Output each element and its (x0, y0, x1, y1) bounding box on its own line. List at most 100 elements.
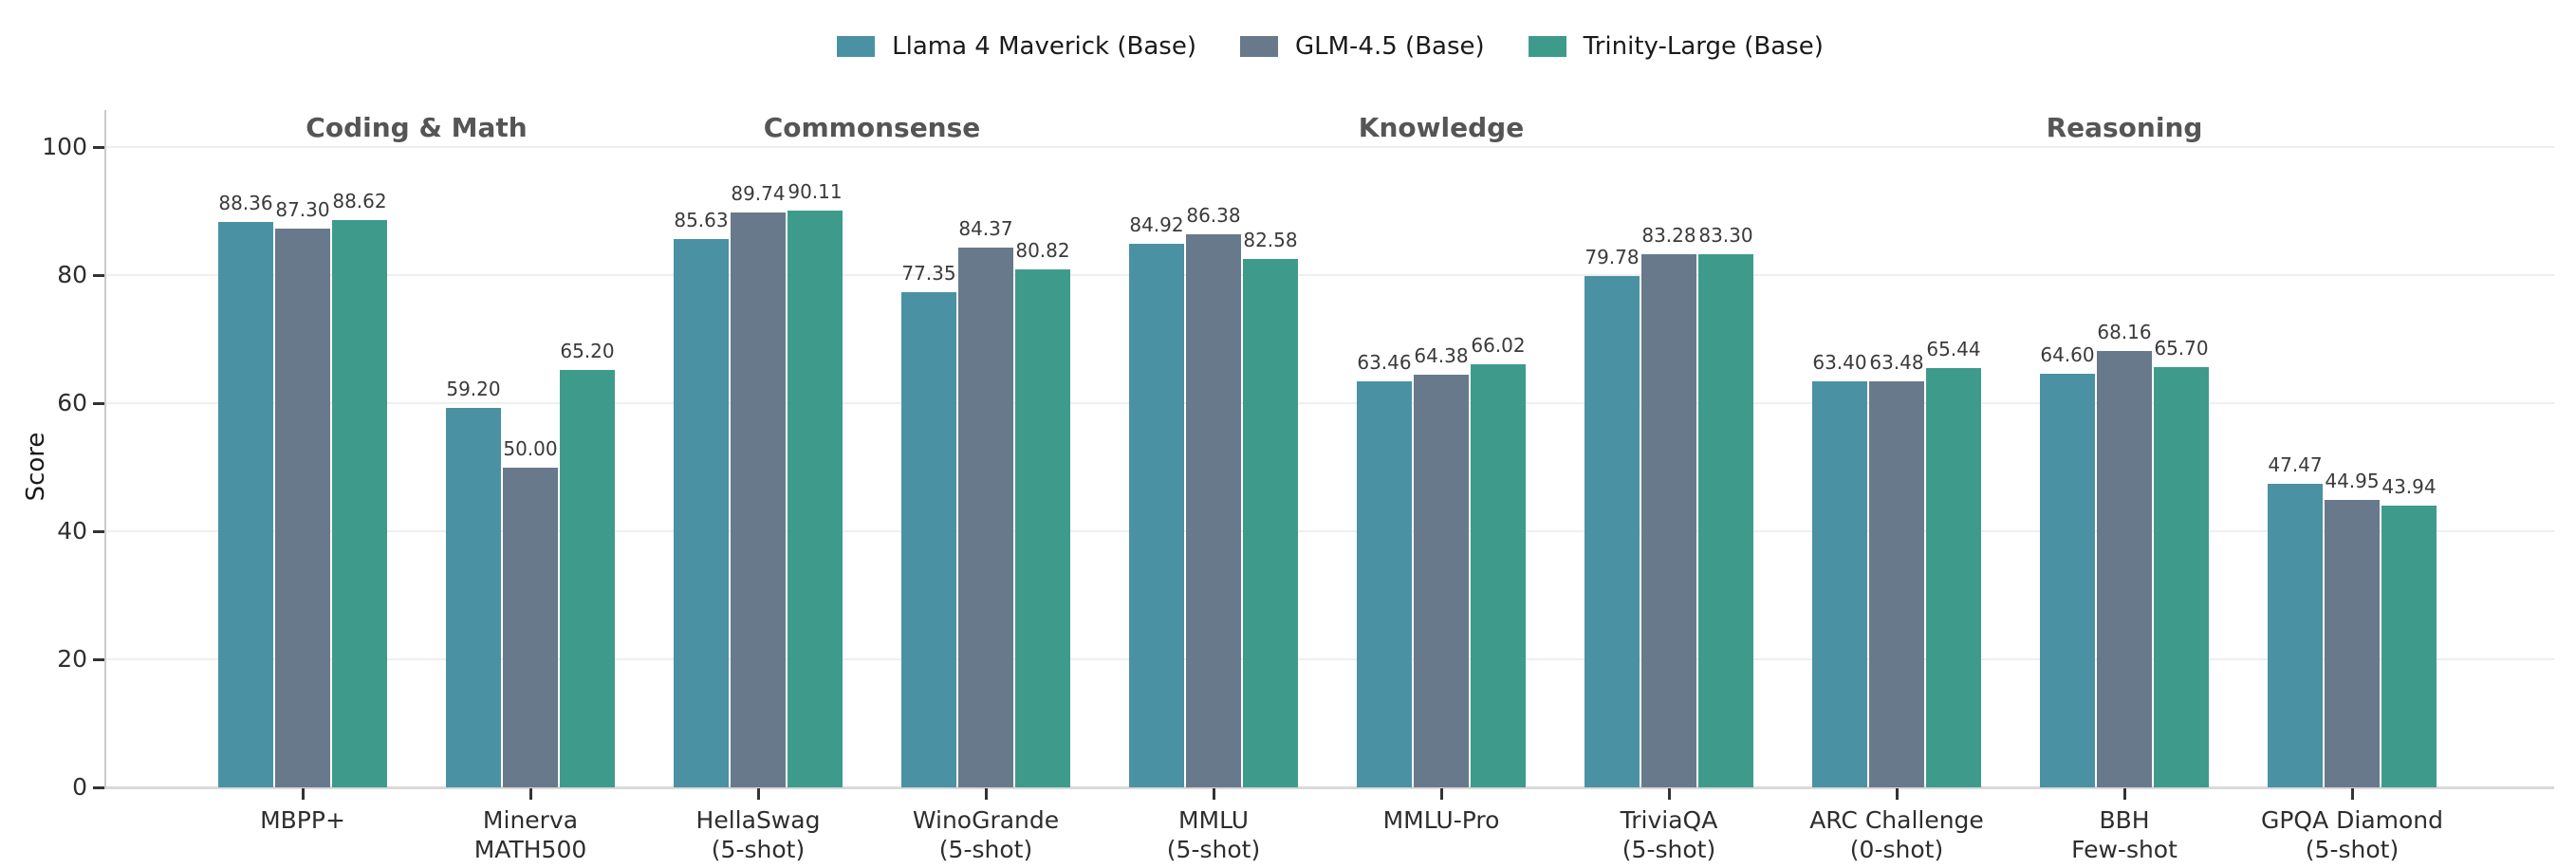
x-tick-label-line: (0-shot) (1849, 836, 1944, 863)
bar-value-label: 63.40 (1812, 351, 1867, 375)
bar-trinity-large-base- (1698, 253, 1753, 787)
x-axis-line (106, 786, 2554, 789)
x-tick-label-line: (5-shot) (938, 836, 1033, 863)
bar-value-label: 89.74 (731, 182, 786, 206)
bar-value-label: 64.38 (1414, 344, 1469, 368)
y-tick-label: 80 (57, 261, 87, 288)
legend-item: Llama 4 Maverick (Base) (837, 32, 1196, 61)
y-tick-mark (93, 402, 106, 405)
bar-glm-4-5-base- (1186, 233, 1241, 787)
y-tick-mark (93, 786, 106, 789)
bar-glm-4-5-base- (2097, 350, 2152, 787)
bar-trinity-large-base- (332, 219, 387, 787)
x-tick-label: Minerva MATH500 (398, 805, 663, 864)
x-tick-label-line: (5-shot) (1166, 836, 1261, 863)
x-tick-label: HellaSwag (5-shot) (625, 805, 891, 864)
gridline-y-20 (106, 658, 2554, 660)
bar-glm-4-5-base- (2325, 499, 2380, 787)
bar-glm-4-5-base- (1869, 380, 1924, 787)
bar-value-label: 66.02 (1471, 334, 1526, 358)
x-tick-mark (2351, 788, 2354, 800)
legend-item: Trinity-Large (Base) (1528, 32, 1824, 61)
x-tick-label-line: TriviaQA (1620, 806, 1718, 834)
x-tick-mark (1896, 788, 1899, 800)
bar-value-label: 84.92 (1129, 212, 1184, 236)
bar-glm-4-5-base- (731, 212, 786, 787)
chart-legend: Llama 4 Maverick (Base) GLM-4.5 (Base) Tri… (106, 32, 2554, 61)
bar-value-label: 63.46 (1357, 350, 1412, 374)
x-tick-label-line: MMLU-Pro (1382, 806, 1500, 834)
gridline-y-80 (106, 274, 2554, 276)
section-header: Coding & Math (306, 112, 528, 143)
x-tick-label: MMLU (5-shot) (1081, 805, 1346, 864)
bar-llama-4-maverick-base- (1812, 381, 1867, 787)
bar-glm-4-5-base- (958, 247, 1013, 787)
gridline-y-100 (106, 146, 2554, 148)
bar-llama-4-maverick-base- (2040, 373, 2095, 787)
bar-value-label: 65.44 (1926, 338, 1981, 361)
x-tick-label: TriviaQA (5-shot) (1536, 805, 1802, 864)
x-tick-mark (302, 788, 305, 800)
bar-value-label: 77.35 (901, 261, 956, 285)
bar-llama-4-maverick-base- (1129, 243, 1184, 787)
bar-glm-4-5-base- (1641, 253, 1696, 787)
x-tick-label: WinoGrande (5-shot) (853, 805, 1119, 864)
x-tick-label-line: MMLU (1177, 806, 1250, 834)
bar-llama-4-maverick-base- (1357, 380, 1412, 787)
bar-value-label: 85.63 (674, 208, 729, 231)
x-tick-label: MBPP+ (170, 805, 436, 835)
y-axis-spine (104, 110, 106, 789)
bar-value-label: 88.36 (218, 191, 273, 214)
bar-value-label: 88.62 (332, 189, 387, 212)
legend-label: Llama 4 Maverick (Base) (892, 32, 1196, 61)
legend-color-swatch (837, 36, 876, 57)
x-tick-label: BBH Few-shot (1992, 805, 2257, 864)
section-header: Knowledge (1358, 112, 1525, 143)
x-tick-mark (1213, 788, 1215, 800)
legend-color-swatch (1528, 36, 1566, 57)
x-tick-label-line: GPQA Diamond (2260, 806, 2444, 834)
bar-value-label: 65.70 (2154, 336, 2209, 360)
x-tick-mark (985, 788, 988, 800)
section-header: Commonsense (763, 112, 981, 143)
bar-value-label: 86.38 (1186, 203, 1241, 227)
legend-item: GLM-4.5 (Base) (1239, 32, 1485, 61)
x-tick-mark (1668, 788, 1671, 800)
y-tick-mark (93, 274, 106, 277)
y-tick-label: 20 (57, 645, 87, 673)
bar-value-label: 79.78 (1585, 246, 1640, 269)
x-tick-label-line: WinoGrande (912, 806, 1060, 834)
y-tick-label: 0 (72, 773, 87, 801)
x-tick-label-line: ARC Challenge (1809, 806, 1984, 834)
bar-value-label: 43.94 (2381, 475, 2437, 499)
bar-value-label: 50.00 (503, 436, 558, 460)
legend-color-swatch (1239, 36, 1278, 57)
bar-llama-4-maverick-base- (446, 408, 501, 787)
x-tick-label-line: Few-shot (2071, 836, 2178, 863)
x-tick-label: GPQA Diamond (5-shot) (2219, 805, 2485, 864)
x-tick-label-line: HellaSwag (695, 806, 821, 834)
x-tick-label-line: MATH500 (473, 836, 587, 863)
x-tick-mark (2123, 788, 2126, 800)
bar-trinity-large-base- (2154, 366, 2209, 787)
x-tick-mark (1440, 788, 1443, 800)
bar-llama-4-maverick-base- (2268, 483, 2323, 787)
bar-value-label: 64.60 (2040, 342, 2095, 366)
x-tick-label-line: (5-shot) (1622, 836, 1716, 863)
bar-value-label: 90.11 (788, 179, 843, 203)
legend-label: Trinity-Large (Base) (1583, 32, 1824, 61)
bar-value-label: 65.20 (560, 339, 615, 362)
bar-value-label: 59.20 (446, 378, 501, 401)
bar-llama-4-maverick-base- (218, 221, 273, 787)
y-axis-title: Score (22, 432, 50, 502)
y-tick-mark (93, 530, 106, 533)
x-tick-label-line: (5-shot) (711, 836, 806, 863)
x-tick-label-line: (5-shot) (2305, 836, 2400, 863)
bar-value-label: 44.95 (2325, 469, 2380, 492)
bar-value-label: 47.47 (2268, 452, 2323, 476)
bar-trinity-large-base- (2381, 506, 2437, 787)
bar-value-label: 83.30 (1698, 223, 1753, 247)
x-tick-mark (757, 788, 760, 800)
bar-value-label: 80.82 (1015, 239, 1070, 263)
